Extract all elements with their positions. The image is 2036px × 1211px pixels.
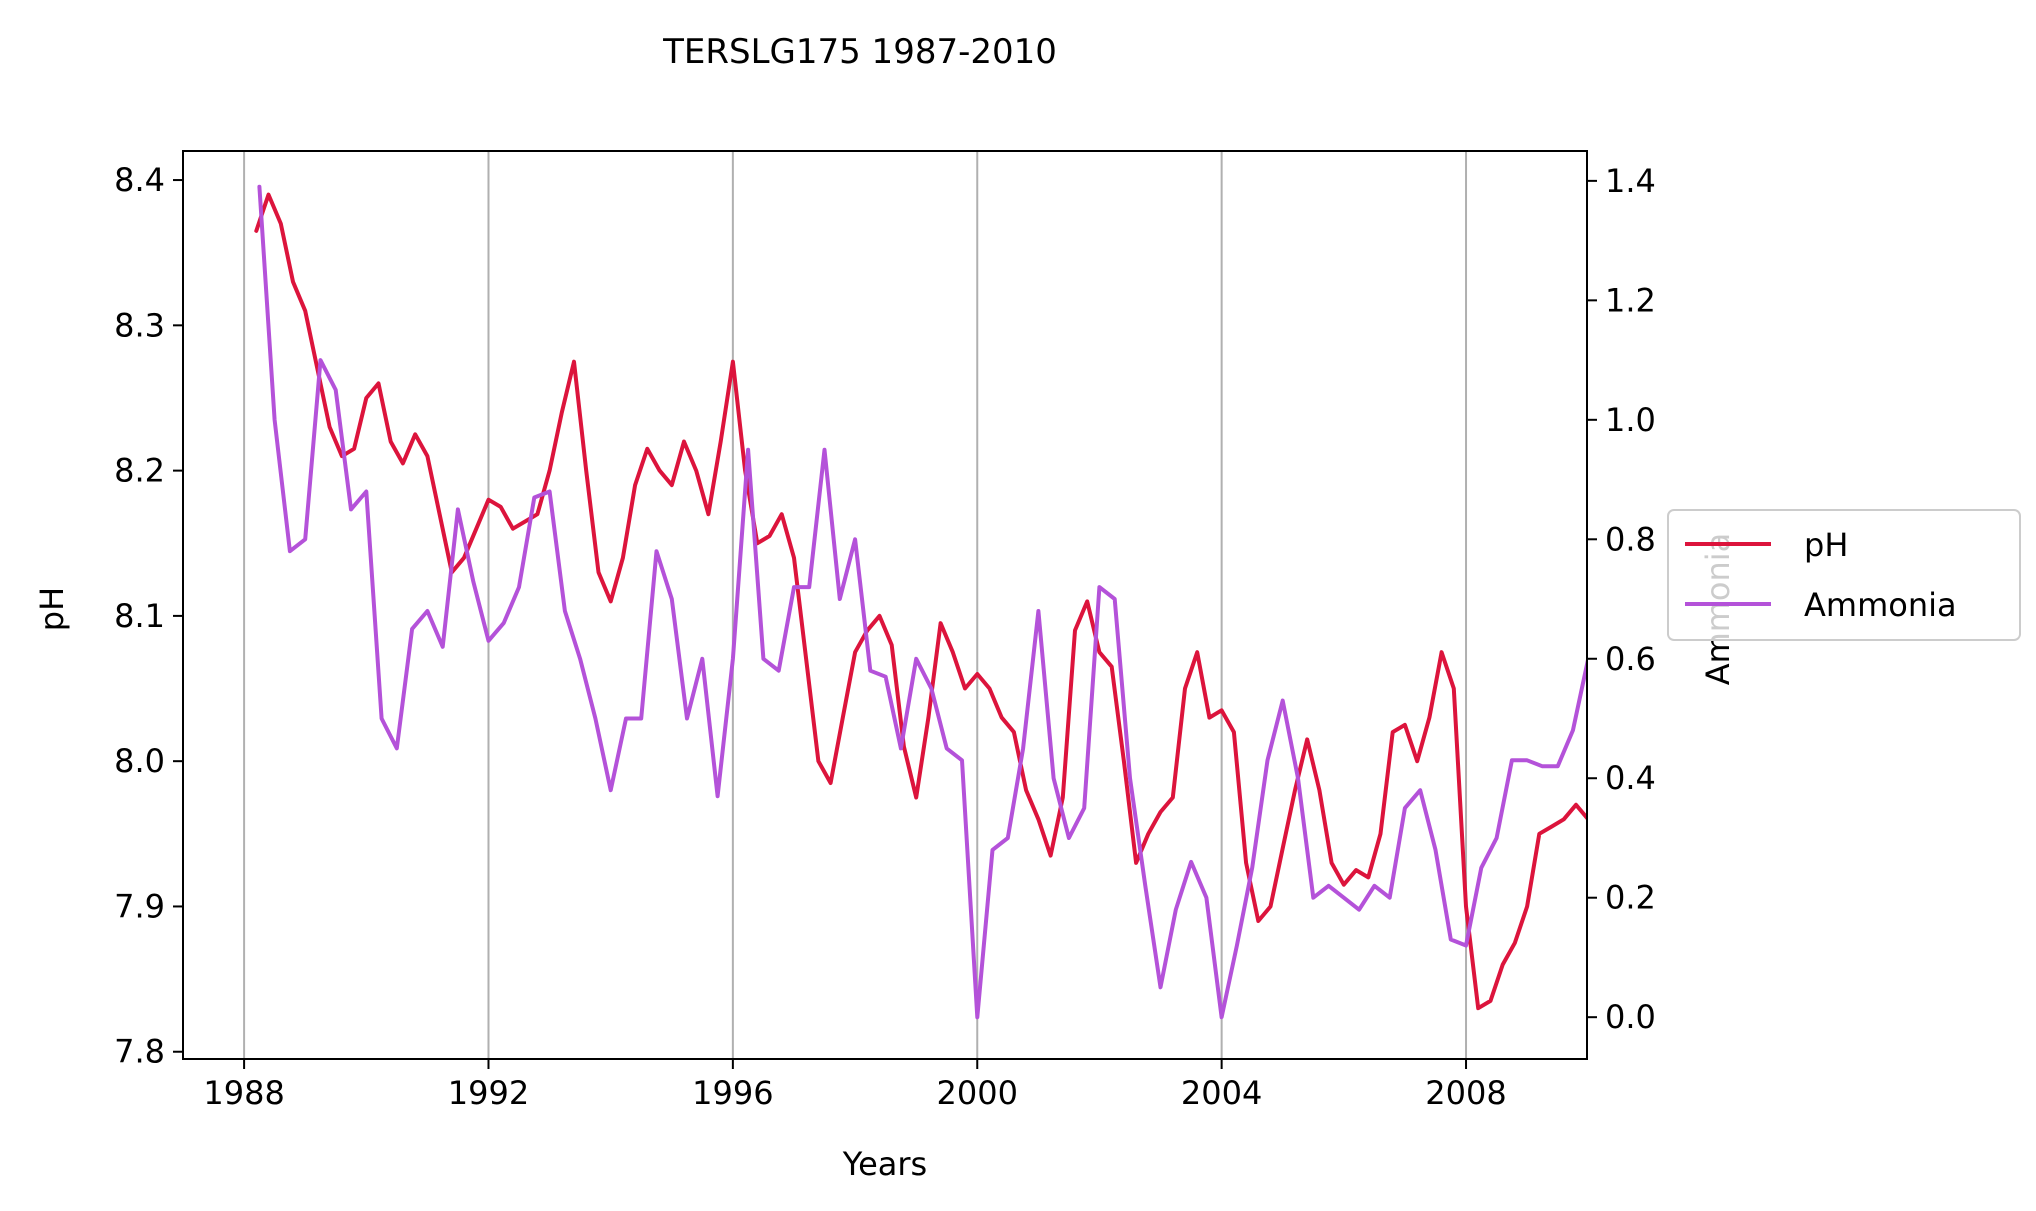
plot-frame [182, 150, 1588, 1060]
x-tick-label: 2008 [1425, 1074, 1506, 1112]
x-tick-label: 1992 [448, 1074, 529, 1112]
series-line-ammonia [257, 184, 1587, 1020]
y2-tick-label: 1.0 [1605, 401, 1656, 439]
chart-title: TERSLG175 1987-2010 [662, 32, 1057, 72]
y2-tick-label: 0.6 [1605, 640, 1656, 678]
y2-tick-label: 1.4 [1605, 162, 1656, 200]
y-tick-label: 8.0 [114, 742, 165, 780]
x-axis-label: Years [842, 1145, 927, 1183]
y-axis-ph: 7.8 7.9 8.0 8.1 8.2 8.3 8.4 [114, 161, 183, 1071]
y-tick-label: 8.4 [114, 161, 165, 199]
y-axis-label: pH [33, 587, 71, 631]
x-tick-label: 2000 [937, 1074, 1018, 1112]
y2-tick-label: 1.2 [1605, 281, 1656, 319]
legend-label-ph: pH [1804, 526, 1848, 564]
x-tick-label: 1988 [203, 1074, 284, 1112]
series-lines [254, 184, 1587, 1020]
y-tick-label: 7.9 [114, 887, 165, 925]
legend-label-ammonia: Ammonia [1804, 586, 1957, 624]
x-tick-label: 1996 [692, 1074, 773, 1112]
y-tick-label: 8.3 [114, 306, 165, 344]
y-tick-label: 8.2 [114, 452, 165, 490]
series-line-ph [254, 192, 1587, 1011]
y-axis-ammonia: 0.0 0.2 0.4 0.6 0.8 1.0 1.2 1.4 [1587, 162, 1656, 1036]
y2-tick-label: 0.8 [1605, 520, 1656, 558]
y-tick-label: 7.8 [114, 1033, 165, 1071]
y2-tick-label: 0.2 [1605, 879, 1656, 917]
x-axis: 1988 1992 1996 2000 2004 2008 [203, 1059, 1507, 1112]
y-tick-label: 8.1 [114, 597, 165, 635]
legend: pH Ammonia [1667, 509, 2021, 641]
y2-tick-label: 0.4 [1605, 759, 1656, 797]
y2-tick-label: 0.0 [1605, 998, 1656, 1036]
x-tick-label: 2004 [1181, 1074, 1262, 1112]
